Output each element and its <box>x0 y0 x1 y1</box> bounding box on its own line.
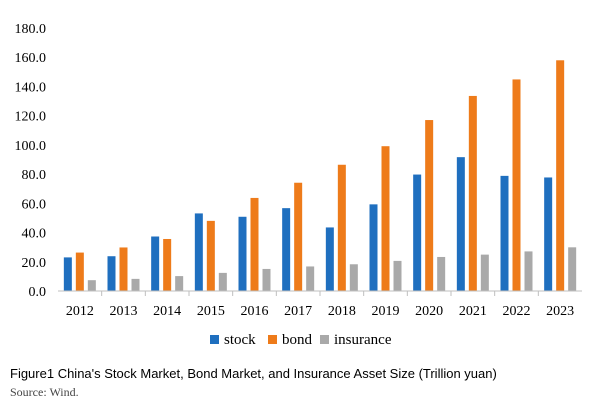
bar-bond-2016 <box>250 197 259 291</box>
bar-chart: 0.0 20.0 40.0 60.0 80.0 100.0 120.0 140.0 160.0 1… <box>15 22 582 348</box>
bar-insurance-2018 <box>349 264 358 291</box>
bar-insurance-2023 <box>568 247 577 291</box>
y-tick-label: 160.0 <box>15 51 47 66</box>
bar-stock-2014 <box>151 236 160 291</box>
x-tick-label: 2017 <box>284 304 312 319</box>
bar-bond-2019 <box>381 146 390 291</box>
x-tick-label: 2016 <box>241 304 269 319</box>
bar-insurance-2021 <box>480 254 489 291</box>
y-tick-label: 180.0 <box>15 22 47 37</box>
bar-stock-2023 <box>544 177 553 291</box>
bar-insurance-2017 <box>306 266 315 291</box>
source-note: Source: Wind. <box>10 385 79 399</box>
x-tick-label: 2023 <box>546 304 574 319</box>
bar-insurance-2014 <box>175 276 184 291</box>
x-tick-label: 2018 <box>328 304 356 319</box>
y-tick-label: 80.0 <box>22 168 47 183</box>
bar-stock-2016 <box>238 216 247 291</box>
bar-bond-2022 <box>512 79 521 291</box>
bar-insurance-2012 <box>87 280 96 291</box>
bar-bond-2018 <box>337 164 346 291</box>
bar-stock-2017 <box>282 208 291 291</box>
bar-insurance-2022 <box>524 251 533 291</box>
y-tick-label: 140.0 <box>15 80 47 95</box>
bar-stock-2012 <box>63 257 72 291</box>
bar-stock-2013 <box>107 256 116 291</box>
x-tick-label: 2020 <box>415 304 443 319</box>
bar-stock-2022 <box>500 175 509 291</box>
legend-label-stock: stock <box>224 332 256 348</box>
figure-caption: Figure1 China's Stock Market, Bond Marke… <box>10 366 497 381</box>
y-tick-label: 60.0 <box>22 197 47 212</box>
legend-label-insurance: insurance <box>334 332 392 348</box>
bar-insurance-2015 <box>218 272 227 291</box>
bar-bond-2021 <box>468 95 477 291</box>
bar-bond-2023 <box>556 60 565 291</box>
legend-swatch-stock <box>210 335 219 344</box>
bar-stock-2020 <box>413 174 422 291</box>
bar-stock-2021 <box>456 157 465 291</box>
bar-bond-2014 <box>163 238 172 291</box>
bar-bond-2020 <box>425 120 434 291</box>
bar-insurance-2016 <box>262 268 271 291</box>
legend-swatch-insurance <box>320 335 329 344</box>
y-tick-label: 0.0 <box>29 285 47 300</box>
bar-stock-2015 <box>194 213 203 291</box>
x-tick-label: 2019 <box>372 304 400 319</box>
x-tick-label: 2013 <box>110 304 138 319</box>
legend-label-bond: bond <box>282 332 313 348</box>
x-tick-label: 2015 <box>197 304 225 319</box>
y-tick-label: 100.0 <box>15 139 47 154</box>
bar-bond-2013 <box>119 247 128 291</box>
x-tick-label: 2021 <box>459 304 487 319</box>
bar-stock-2019 <box>369 204 378 291</box>
bar-bond-2015 <box>206 220 215 291</box>
y-tick-label: 120.0 <box>15 110 47 125</box>
x-tick-label: 2022 <box>503 304 531 319</box>
bar-bond-2012 <box>75 252 84 291</box>
bar-insurance-2020 <box>437 256 446 291</box>
legend-swatch-bond <box>268 335 277 344</box>
bar-insurance-2019 <box>393 260 402 291</box>
bar-bond-2017 <box>294 182 303 291</box>
bar-insurance-2013 <box>131 278 140 291</box>
y-tick-label: 40.0 <box>22 227 47 242</box>
bar-stock-2018 <box>325 227 334 291</box>
y-axis: 0.0 20.0 40.0 60.0 80.0 100.0 120.0 140.0 160.0 1… <box>15 22 47 300</box>
legend: stock bond insurance <box>210 332 392 348</box>
x-tick-label: 2014 <box>153 304 181 319</box>
x-axis: 2012 2013 2014 2015 2016 2017 2018 2019 2020 2021… <box>66 291 574 319</box>
y-tick-label: 20.0 <box>22 256 47 271</box>
bar-series <box>63 60 577 291</box>
x-tick-label: 2012 <box>66 304 94 319</box>
